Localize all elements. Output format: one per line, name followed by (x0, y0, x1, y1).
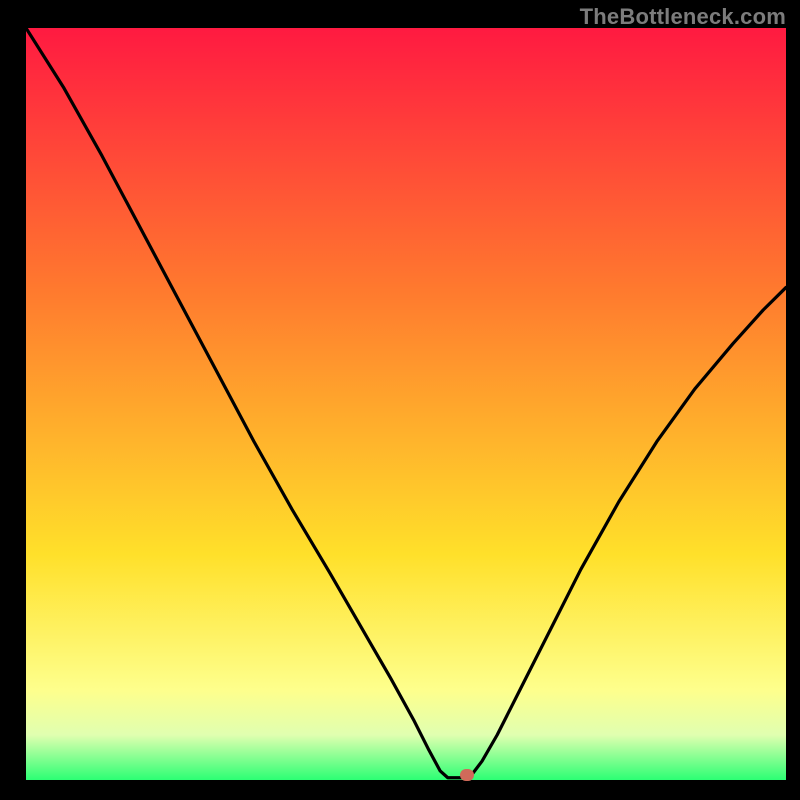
chart-frame: TheBottleneck.com (0, 0, 800, 800)
curve-path (26, 28, 786, 778)
bottleneck-curve (26, 28, 786, 780)
watermark-text: TheBottleneck.com (580, 4, 786, 30)
minimum-marker (460, 769, 474, 781)
plot-area (26, 28, 786, 780)
